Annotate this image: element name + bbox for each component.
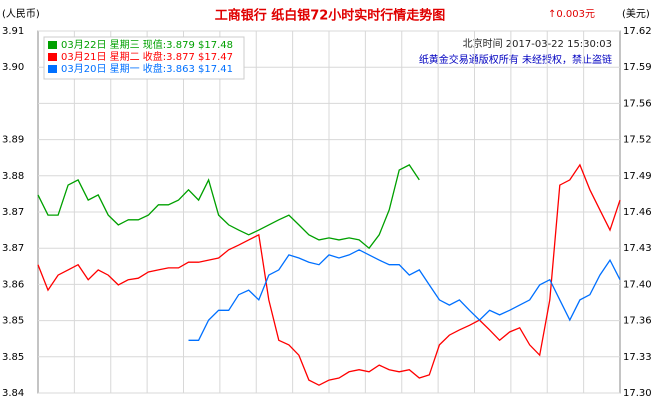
y-tick-label: 3.90 [2, 62, 24, 73]
y2-tick-label: 17.52 [623, 135, 652, 146]
y2-tick-label: 17.36 [623, 316, 652, 327]
y2-tick-label: 17.30 [623, 388, 652, 399]
series-line [37, 163, 621, 386]
legend-label: 03月21日 星期二 收盘:3.877 $17.47 [61, 50, 233, 63]
y-tick-label: 3.87 [2, 207, 24, 218]
y2-tick-label: 17.59 [623, 62, 652, 73]
y2-tick-label: 17.56 [623, 98, 652, 109]
y-tick-label: 3.87 [2, 243, 24, 254]
time-note: 北京时间 2017-03-22 15:30:03 [463, 37, 612, 50]
legend-swatch [48, 65, 57, 73]
y2-axis-label: (美元) [622, 7, 650, 20]
y-tick-label: 3.88 [2, 171, 24, 182]
legend-swatch [48, 53, 57, 61]
y-axis-label: (人民币) [2, 8, 40, 20]
legend-label: 03月20日 星期一 收盘:3.863 $17.41 [61, 62, 233, 75]
legend-label: 03月22日 星期三 现值:3.879 $17.48 [61, 38, 233, 51]
legend-swatch [48, 41, 57, 49]
chart-title: 工商银行 纸白银72小时实时行情走势图 [215, 8, 446, 24]
series-line [37, 164, 420, 250]
y2-tick-label: 17.46 [623, 207, 652, 218]
y2-tick-label: 17.62 [623, 26, 652, 37]
y-tick-label: 3.84 [2, 388, 24, 399]
y-tick-label: 3.85 [2, 316, 24, 327]
y-tick-label: 3.91 [2, 26, 24, 37]
legend-box [43, 36, 245, 80]
y-tick-label: 3.85 [2, 352, 24, 363]
y-tick-label: 3.89 [2, 135, 24, 146]
y2-tick-label: 17.43 [623, 243, 652, 254]
y-tick-label: 3.86 [2, 279, 24, 290]
y2-tick-label: 17.33 [623, 352, 652, 363]
copyright-note: 纸黄金交易通版权所有 未经授权，禁止盗链 [419, 53, 612, 66]
y2-tick-label: 17.49 [623, 171, 652, 182]
series-line [188, 249, 621, 341]
y2-tick-label: 17.40 [623, 279, 652, 290]
change-label: ↑0.003元 [548, 9, 595, 20]
